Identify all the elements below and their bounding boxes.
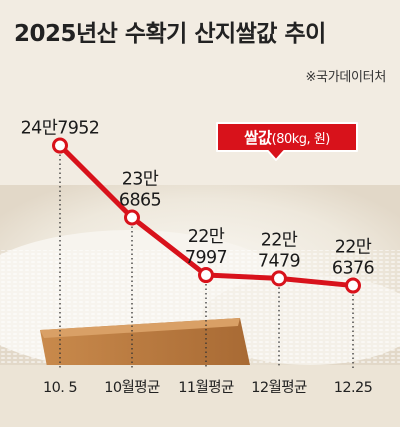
axis-band — [0, 365, 400, 427]
source-note: ※국가데이터처 — [305, 70, 386, 85]
value-label-0: 24만7952 — [21, 119, 100, 139]
data-point-4 — [345, 277, 361, 294]
data-point-1 — [124, 209, 140, 226]
value-label-2: 22만 7997 — [185, 227, 227, 268]
data-point-0 — [52, 137, 68, 154]
x-tick-label-2: 11월평균 — [178, 379, 234, 396]
data-point-2 — [198, 267, 214, 284]
value-label-4: 22만 6376 — [332, 238, 375, 279]
value-label-1: 23만 6865 — [119, 169, 161, 210]
data-point-3 — [271, 270, 287, 287]
chart-title: 2025년산 수확기 산지쌀값 추이 — [14, 21, 326, 47]
legend-callout: 쌀값(80kg, 원) — [216, 122, 358, 161]
rice-background-illustration — [0, 185, 400, 427]
x-tick-label-1: 10월평균 — [104, 379, 160, 396]
legend-box — [216, 122, 358, 161]
x-tick-label-0: 10. 5 — [43, 380, 77, 396]
value-label-3: 22만 7479 — [258, 230, 300, 271]
chart-layer: 24만7952 23만 6865 22만 7997 22만 7479 22만 6376 10. 5… — [21, 119, 375, 396]
x-tick-label-3: 12월평균 — [251, 379, 307, 396]
wooden-box-rim — [40, 318, 240, 338]
x-tick-label-4: 12.25 — [334, 380, 373, 396]
legend-label: 쌀값(80kg, 원) — [244, 128, 330, 147]
